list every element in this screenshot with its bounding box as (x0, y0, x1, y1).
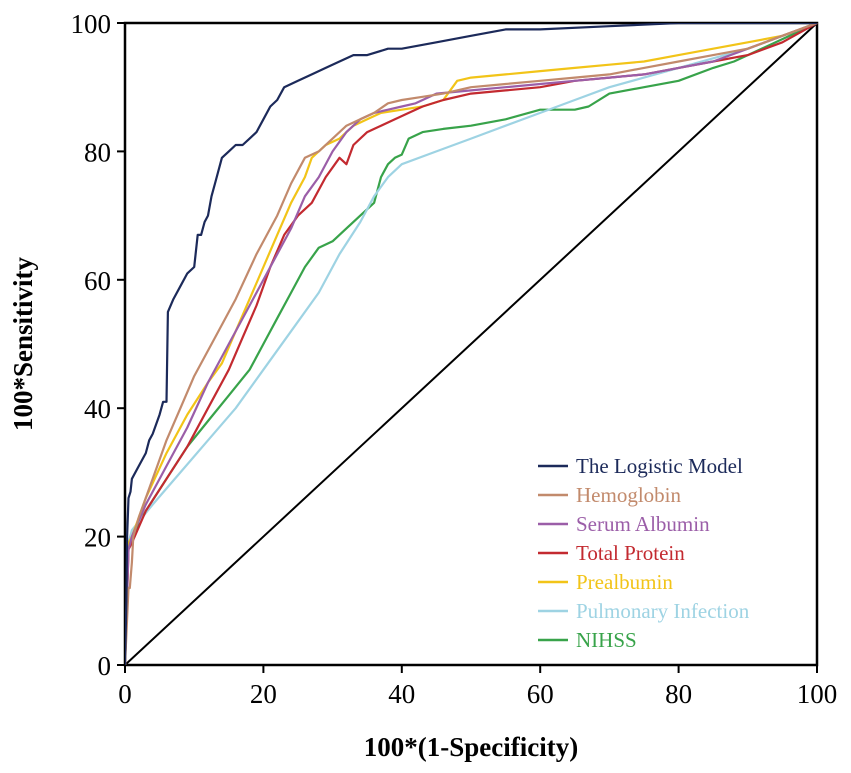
legend-label-nihss: NIHSS (576, 628, 637, 652)
y-tick-label: 20 (84, 523, 111, 553)
legend-label-hemoglobin: Hemoglobin (576, 483, 681, 507)
plot-frame (123, 21, 819, 667)
y-tick-label: 40 (84, 394, 111, 424)
axis-tick-labels: 0 20 40 60 80 100 0 20 40 60 80 100 (71, 9, 838, 709)
legend-label-the-logistic-model: The Logistic Model (576, 454, 743, 478)
x-tick-label: 60 (527, 679, 554, 709)
y-tick-label: 0 (98, 651, 112, 681)
legend-label-pulmonary-infection: Pulmonary Infection (576, 599, 750, 623)
series-line-the-logistic-model (125, 23, 817, 666)
x-tick-label: 20 (250, 679, 277, 709)
y-tick-label: 60 (84, 266, 111, 296)
legend: The Logistic Model Hemoglobin Serum Albumi… (538, 454, 750, 652)
x-tick-label: 80 (665, 679, 692, 709)
series-line-nihss (125, 23, 818, 666)
series-line-hemoglobin (125, 23, 818, 666)
x-tick-label: 40 (388, 679, 415, 709)
y-tick-label: 80 (84, 137, 111, 167)
y-tick-label: 100 (71, 9, 112, 39)
legend-label-serum-albumin: Serum Albumin (576, 512, 710, 536)
legend-label-prealbumin: Prealbumin (576, 570, 673, 594)
reference-diagonal-line (124, 22, 818, 666)
x-tick-label: 0 (118, 679, 132, 709)
x-axis-title: 100*(1-Specificity) (364, 732, 578, 762)
axis-ticks (117, 22, 818, 673)
y-axis-title: 100*Sensitivity (8, 256, 38, 431)
legend-label-total-protein: Total Protein (576, 541, 685, 565)
x-tick-label: 100 (797, 679, 838, 709)
roc-curves (125, 23, 818, 666)
